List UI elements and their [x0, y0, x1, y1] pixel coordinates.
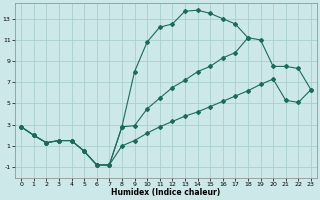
X-axis label: Humidex (Indice chaleur): Humidex (Indice chaleur)	[111, 188, 221, 197]
